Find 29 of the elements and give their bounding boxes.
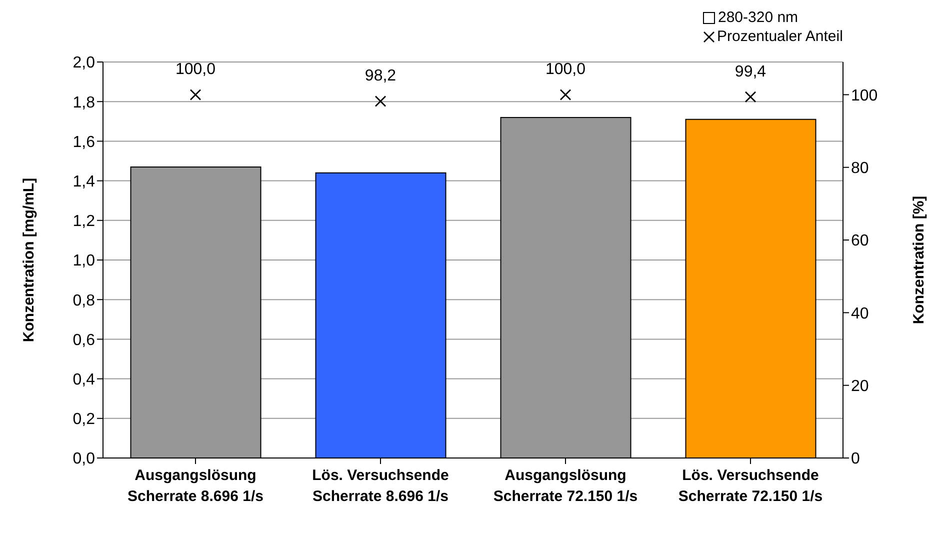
- y-tick-label: 2,0: [72, 54, 96, 72]
- y-tick-label: 1,4: [72, 173, 96, 190]
- data-label: 98,2: [364, 68, 396, 85]
- x-tick-label: Lös. Versuchsende Scherrate 8.696 1/s: [312, 467, 449, 505]
- data-label: 100,0: [175, 61, 216, 78]
- y-tick-label: 0,6: [72, 332, 96, 349]
- legend-label: Prozentualer Anteil: [717, 27, 843, 46]
- y-axis-title: Konzentration [mg/mL]: [20, 178, 38, 342]
- y-tick-label: 1,0: [72, 252, 96, 270]
- y2-tick-label: 40: [851, 305, 869, 322]
- y-tick-label: 0,8: [72, 292, 96, 310]
- data-label: 99,4: [734, 63, 766, 80]
- legend-label: 280-320 nm: [718, 8, 798, 27]
- y2-tick-label: 100: [851, 87, 878, 104]
- y-tick-label: 1,6: [72, 134, 96, 151]
- y-tick-label: 1,8: [72, 94, 96, 112]
- y-tick-label: 0,4: [72, 371, 96, 388]
- y2-tick-label: 20: [851, 378, 869, 396]
- x-tick-label: Ausgangslösung Scherrate 8.696 1/s: [128, 467, 264, 505]
- y2-tick-label: 0: [851, 450, 860, 468]
- y-tick-label: 0,0: [72, 450, 96, 468]
- x-tick-label: Ausgangslösung Scherrate 72.150 1/s: [493, 467, 638, 505]
- y2-tick-label: 80: [851, 160, 869, 178]
- data-label: 100,0: [545, 61, 586, 78]
- y2-tick-label: 60: [851, 232, 869, 250]
- y2-axis-title: Konzentration [%]: [910, 196, 928, 324]
- y-tick-label: 0,2: [72, 411, 96, 428]
- x-tick-label: Lös. Versuchsende Scherrate 72.150 1/s: [678, 467, 823, 505]
- y-tick-label: 1,2: [72, 213, 96, 230]
